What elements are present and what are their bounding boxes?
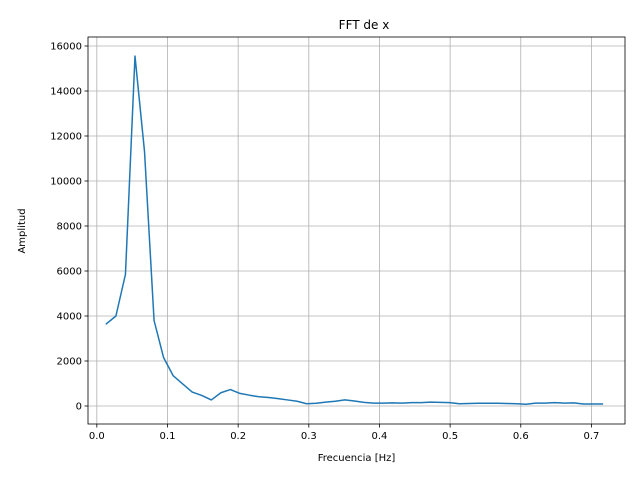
y-tick-label: 0 <box>76 402 82 413</box>
y-tick-label: 6000 <box>57 267 82 278</box>
x-tick-labels: 0.0 0.1 0.2 0.3 0.4 0.5 0.6 0.7 <box>89 431 600 442</box>
x-tick-label: 0.4 <box>372 431 388 442</box>
x-tick-label: 0.0 <box>89 431 105 442</box>
series-layer <box>105 55 604 405</box>
y-tick-label: 12000 <box>50 132 82 143</box>
x-tick-label: 0.5 <box>442 431 458 442</box>
plot-frame <box>87 36 626 425</box>
fft-amplitude-line <box>105 55 604 405</box>
y-tick-label: 10000 <box>50 177 82 188</box>
y-tick-label: 16000 <box>50 42 82 53</box>
x-tick-label: 0.3 <box>301 431 317 442</box>
x-tick-label: 0.2 <box>230 431 246 442</box>
grid-lines <box>88 37 625 424</box>
chart-title: FFT de x <box>339 18 390 32</box>
y-axis-label: Amplitud <box>17 208 28 253</box>
tick-marks <box>84 45 592 428</box>
x-axis-label: Frecuencia [Hz] <box>318 453 396 464</box>
x-tick-label: 0.1 <box>160 431 176 442</box>
x-tick-label: 0.6 <box>513 431 529 442</box>
y-tick-label: 4000 <box>57 312 82 323</box>
y-tick-label: 14000 <box>50 87 82 98</box>
y-tick-label: 8000 <box>57 222 82 233</box>
y-tick-label: 2000 <box>57 357 82 368</box>
y-tick-labels: 0 2000 4000 6000 8000 10000 12000 14000 16000 <box>50 42 82 413</box>
x-tick-label: 0.7 <box>583 431 599 442</box>
